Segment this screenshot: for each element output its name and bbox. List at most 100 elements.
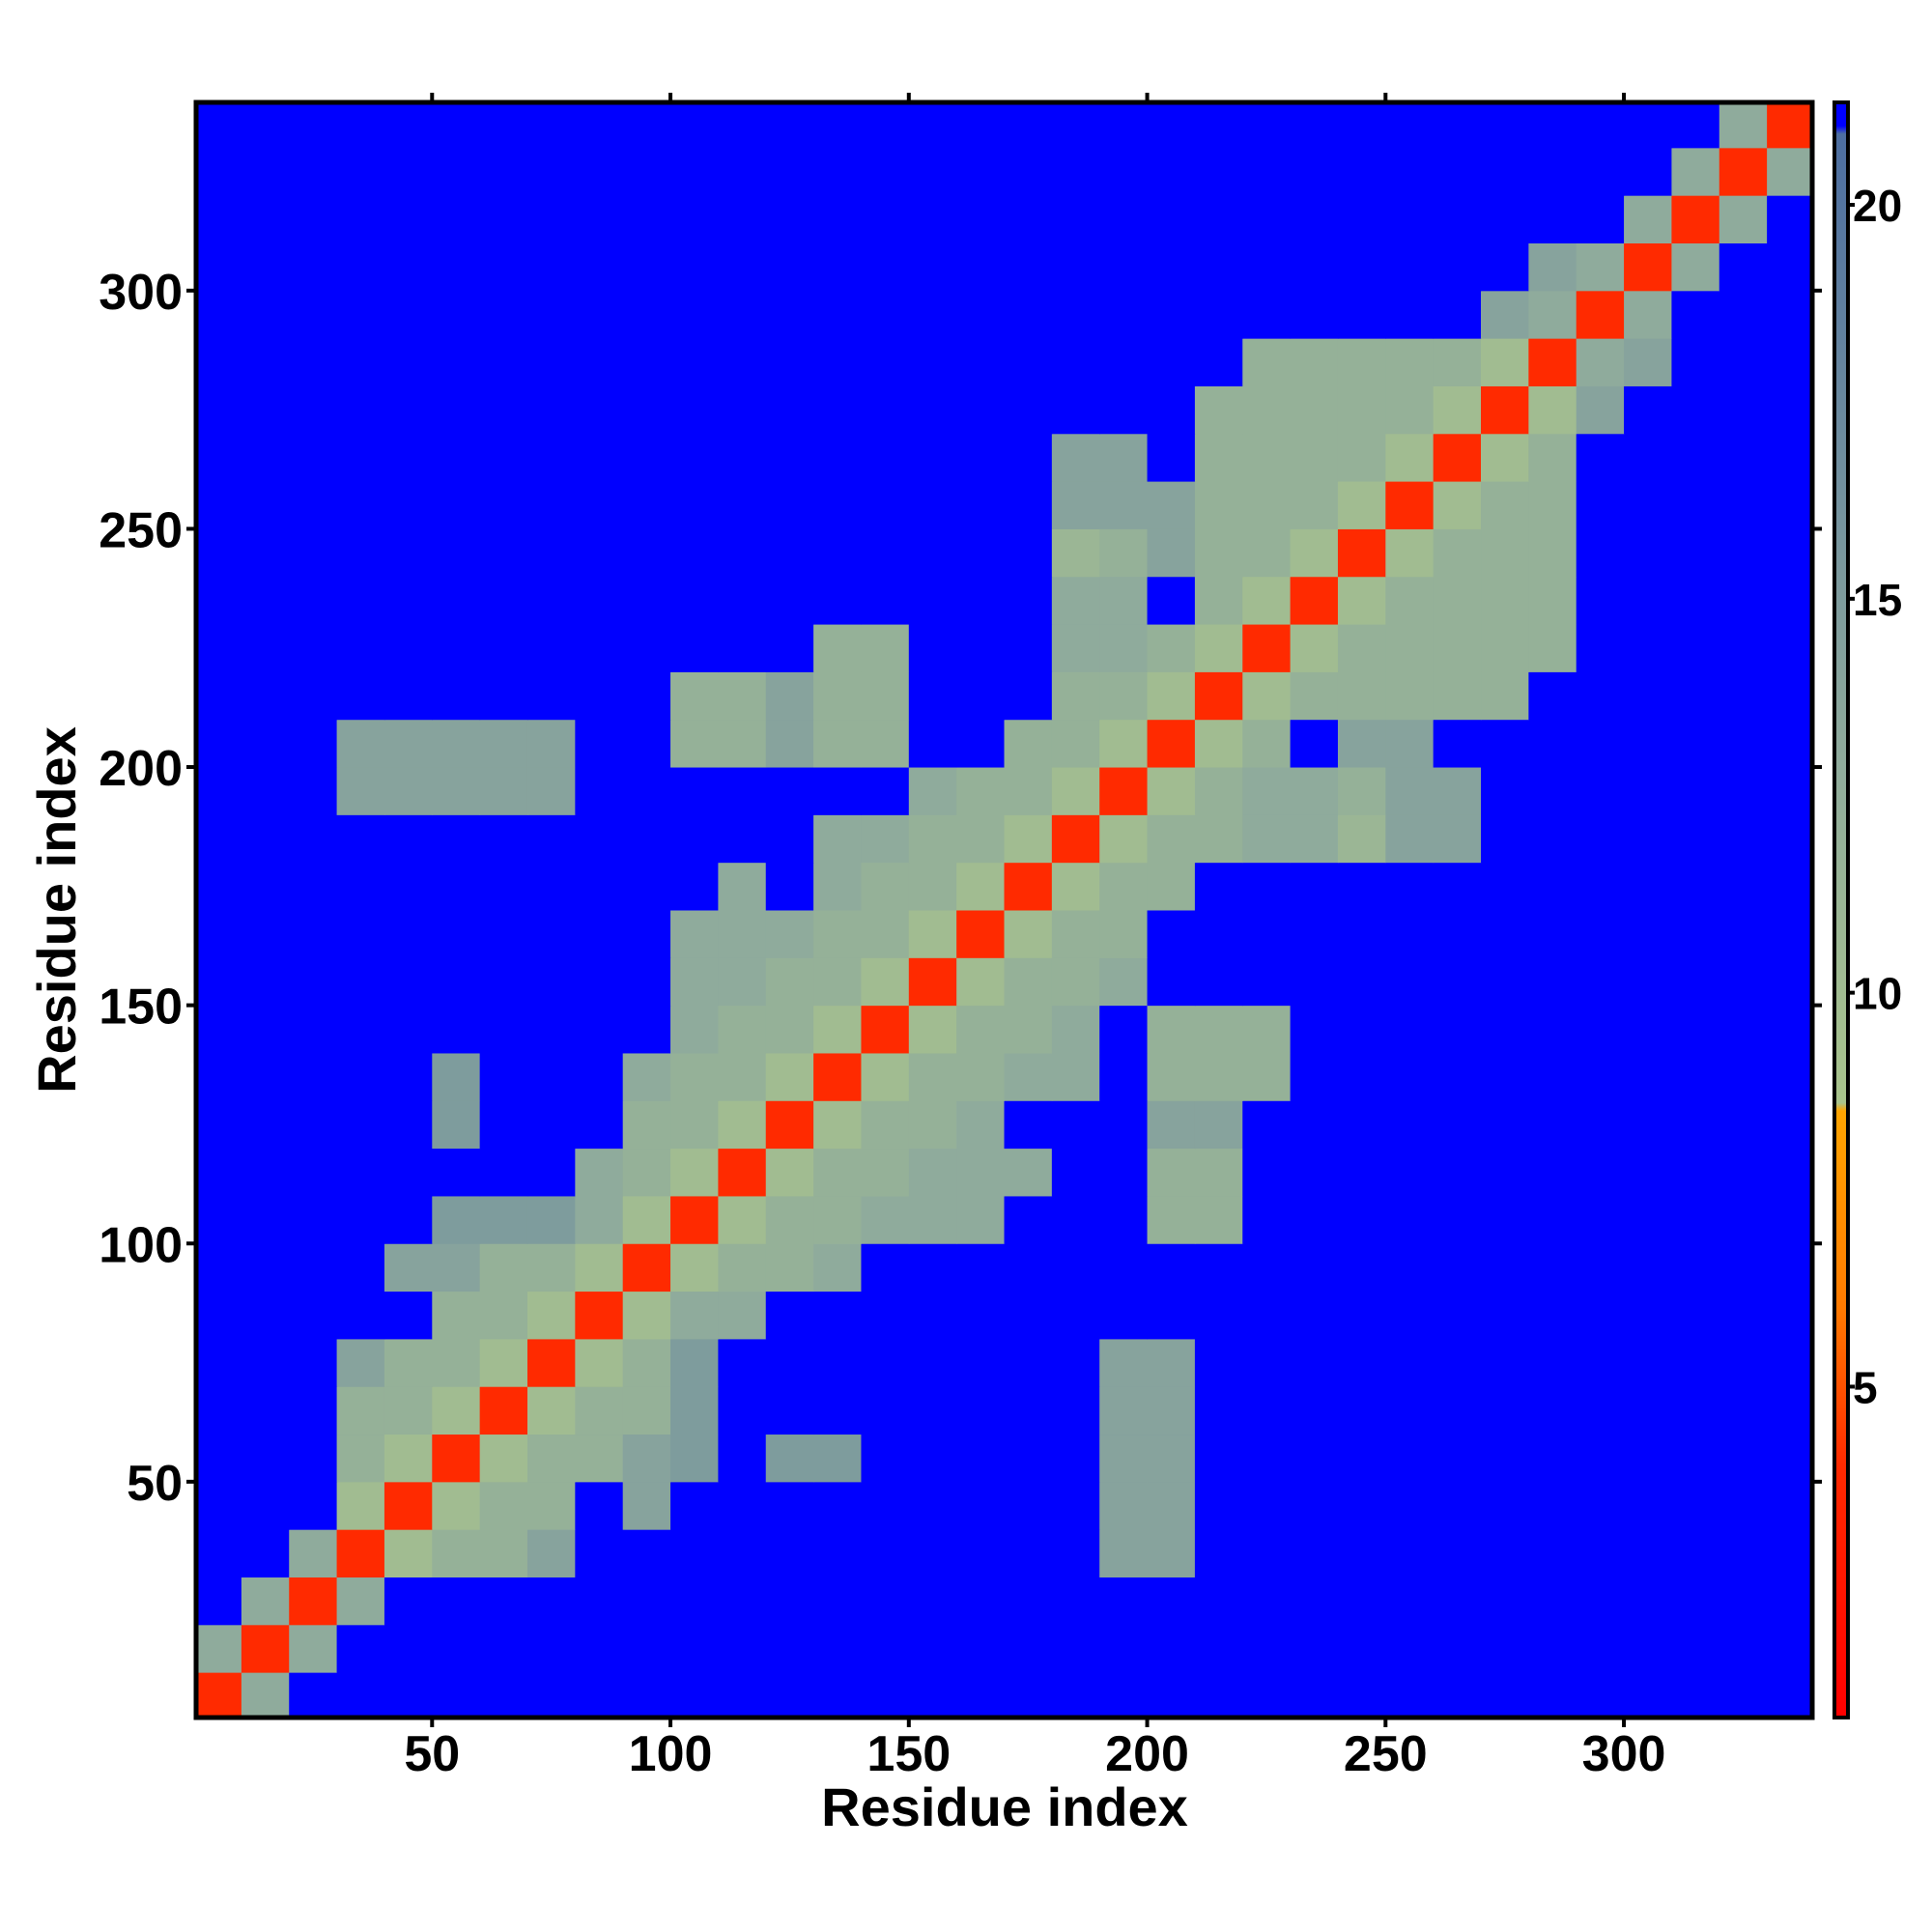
heatmap-cell bbox=[289, 433, 338, 482]
heatmap-cell bbox=[1528, 147, 1577, 196]
heatmap-cell bbox=[861, 481, 910, 529]
heatmap-cell bbox=[1051, 1148, 1100, 1197]
heatmap-cell bbox=[479, 147, 528, 196]
heatmap-cell bbox=[718, 814, 767, 864]
heatmap-cell bbox=[1147, 1338, 1196, 1387]
heatmap-cell bbox=[1004, 433, 1053, 482]
heatmap-cell bbox=[1051, 767, 1100, 815]
heatmap-cell bbox=[1671, 576, 1720, 625]
heatmap-cell bbox=[1242, 1100, 1292, 1150]
heatmap-cell bbox=[1337, 1148, 1386, 1197]
heatmap-cell bbox=[432, 910, 481, 958]
heatmap-cell bbox=[384, 957, 433, 1007]
heatmap-cell bbox=[336, 1624, 385, 1673]
heatmap-cell bbox=[1385, 195, 1435, 243]
heatmap-cell bbox=[765, 1148, 814, 1197]
heatmap-cell bbox=[1481, 1338, 1529, 1387]
heatmap-cell bbox=[1194, 147, 1243, 196]
heatmap-cell bbox=[479, 1195, 528, 1244]
heatmap-cell bbox=[908, 1243, 957, 1293]
heatmap-cell bbox=[765, 290, 814, 339]
heatmap-cell bbox=[1290, 862, 1339, 911]
heatmap-cell bbox=[384, 910, 433, 958]
y-tick-label: 100 bbox=[99, 1217, 183, 1273]
heatmap-cell bbox=[1576, 671, 1625, 721]
heatmap-cell bbox=[289, 957, 338, 1007]
heatmap-cell bbox=[526, 1672, 576, 1718]
heatmap-cell bbox=[1576, 1386, 1625, 1435]
heatmap-cell bbox=[1671, 1672, 1720, 1718]
heatmap-cell bbox=[289, 576, 338, 625]
heatmap-cells bbox=[196, 102, 1812, 1718]
heatmap-cell bbox=[622, 910, 671, 958]
heatmap-cell bbox=[1719, 719, 1768, 768]
heatmap-cell bbox=[1290, 433, 1339, 482]
heatmap-cell bbox=[956, 385, 1005, 435]
heatmap-cell bbox=[1481, 1243, 1529, 1293]
heatmap-cell bbox=[1242, 102, 1292, 149]
heatmap-cell bbox=[765, 1529, 814, 1578]
heatmap-cell bbox=[670, 1243, 719, 1293]
heatmap-cell bbox=[1481, 481, 1529, 529]
heatmap-cell bbox=[1147, 910, 1196, 958]
heatmap-cell bbox=[861, 1052, 910, 1101]
heatmap-cell bbox=[1528, 862, 1577, 911]
heatmap-cell bbox=[241, 1291, 290, 1340]
heatmap-cell bbox=[1433, 242, 1482, 292]
heatmap-cell bbox=[1290, 1291, 1339, 1340]
heatmap-cell bbox=[1719, 1291, 1768, 1340]
heatmap-cell bbox=[289, 910, 338, 958]
heatmap-cell bbox=[1051, 1529, 1100, 1578]
heatmap-cell bbox=[813, 242, 862, 292]
heatmap-cell bbox=[1719, 671, 1768, 721]
heatmap-cell bbox=[241, 290, 290, 339]
heatmap-cell bbox=[1433, 1100, 1482, 1150]
heatmap-cell bbox=[479, 576, 528, 625]
heatmap-cell bbox=[1767, 481, 1812, 529]
heatmap-cell bbox=[1147, 767, 1196, 815]
heatmap-cell bbox=[1481, 528, 1529, 578]
heatmap-cell bbox=[1576, 1100, 1625, 1150]
heatmap-cell bbox=[718, 1195, 767, 1244]
heatmap-cell bbox=[1624, 1052, 1672, 1101]
heatmap-cell bbox=[861, 1624, 910, 1673]
heatmap-cell bbox=[861, 1195, 910, 1244]
heatmap-cell bbox=[1671, 1529, 1720, 1578]
heatmap-cell bbox=[1719, 1386, 1768, 1435]
colorbar-tick-label: 20 bbox=[1853, 181, 1902, 231]
heatmap-cell bbox=[1624, 290, 1672, 339]
heatmap-cell bbox=[718, 624, 767, 672]
heatmap-cell bbox=[289, 147, 338, 196]
heatmap-cell bbox=[1624, 862, 1672, 911]
heatmap-cell bbox=[1576, 1148, 1625, 1197]
heatmap-cell bbox=[336, 195, 385, 243]
heatmap-cell bbox=[1290, 195, 1339, 243]
heatmap-cell bbox=[908, 433, 957, 482]
heatmap-cell bbox=[1099, 1481, 1149, 1530]
heatmap-cell bbox=[196, 195, 242, 243]
heatmap-cell bbox=[1767, 814, 1812, 864]
heatmap-cell bbox=[336, 814, 385, 864]
heatmap-cell bbox=[1051, 1386, 1100, 1435]
heatmap-cell bbox=[765, 528, 814, 578]
heatmap-cell bbox=[1004, 1672, 1053, 1718]
heatmap-cell bbox=[384, 1577, 433, 1626]
heatmap-cell bbox=[526, 242, 576, 292]
heatmap-cell bbox=[1147, 433, 1196, 482]
heatmap-cell bbox=[1576, 1529, 1625, 1578]
heatmap-cell bbox=[336, 528, 385, 578]
heatmap-cell bbox=[718, 242, 767, 292]
heatmap-cell bbox=[1481, 862, 1529, 911]
heatmap-cell bbox=[861, 242, 910, 292]
x-tick-label: 100 bbox=[629, 1726, 713, 1782]
heatmap-cell bbox=[908, 1291, 957, 1340]
heatmap-cell bbox=[1433, 147, 1482, 196]
heatmap-cell bbox=[718, 433, 767, 482]
heatmap-cell bbox=[765, 1338, 814, 1387]
heatmap-cell bbox=[289, 1195, 338, 1244]
heatmap-cell bbox=[526, 1195, 576, 1244]
heatmap-cell bbox=[289, 1672, 338, 1718]
heatmap-cell bbox=[1624, 671, 1672, 721]
heatmap-cell bbox=[670, 1291, 719, 1340]
heatmap-cell bbox=[1481, 1481, 1529, 1530]
